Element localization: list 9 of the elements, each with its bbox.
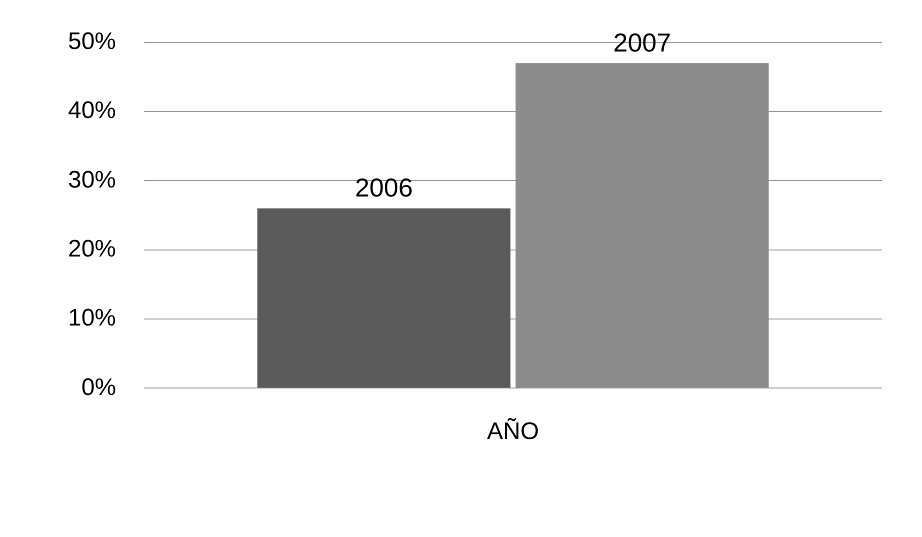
y-tick-label: 30%	[68, 166, 116, 194]
series-label: 2006	[354, 172, 413, 203]
series-label: 2007	[613, 27, 672, 58]
y-tick-label: 40%	[68, 97, 116, 124]
y-tick-label: 20%	[68, 236, 116, 263]
y-tick-label: 10%	[68, 304, 116, 332]
x-tick-label: AÑO	[487, 417, 540, 446]
y-tick-label: 50%	[68, 28, 116, 56]
y-tick-label: 0%	[81, 374, 116, 401]
